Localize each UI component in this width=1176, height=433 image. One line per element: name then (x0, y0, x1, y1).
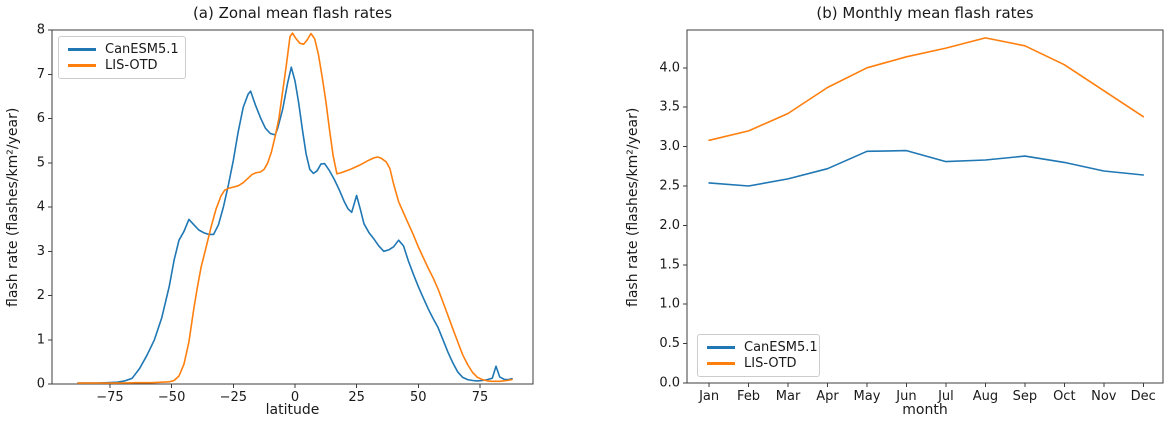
svg-text:Jun: Jun (895, 389, 916, 404)
svg-text:Oct: Oct (1053, 389, 1075, 404)
svg-text:8: 8 (37, 23, 45, 38)
panel-a-title: (a) Zonal mean flash rates (192, 4, 393, 22)
svg-text:Sep: Sep (1013, 389, 1038, 404)
svg-text:1: 1 (37, 332, 45, 347)
svg-text:6: 6 (37, 111, 45, 126)
lisotd-line-swatch (707, 362, 735, 366)
legend-label-canesm: CanESM5.1 (105, 41, 179, 57)
panel-a-plot-area: −75 −50 −25 0 25 50 75 0 1 2 3 4 5 6 7 8 (37, 23, 534, 405)
svg-text:1.5: 1.5 (659, 257, 680, 272)
panel-b-xaxis-label: month (902, 402, 948, 418)
panel-b-title: (b) Monthly mean flash rates (816, 4, 1034, 22)
panel-a-xaxis-label: latitude (265, 402, 320, 418)
svg-text:0: 0 (37, 377, 45, 392)
panel-b-legend: CanESM5.1 LIS-OTD (697, 334, 820, 377)
svg-text:4.0: 4.0 (659, 60, 680, 75)
svg-text:0: 0 (291, 390, 299, 405)
canesm-line-swatch (707, 345, 735, 349)
svg-text:Mar: Mar (776, 389, 801, 404)
legend-entry-canesm: CanESM5.1 (68, 41, 179, 58)
svg-text:0.5: 0.5 (659, 336, 680, 351)
svg-text:2.5: 2.5 (659, 179, 680, 194)
svg-text:3: 3 (37, 244, 45, 259)
svg-text:Feb: Feb (737, 389, 760, 404)
canesm-line-swatch (68, 47, 96, 51)
svg-text:25: 25 (348, 390, 365, 405)
svg-text:Nov: Nov (1091, 389, 1117, 404)
svg-text:50: 50 (410, 390, 427, 405)
svg-text:−50: −50 (158, 390, 185, 405)
svg-text:May: May (854, 389, 881, 404)
legend-label-canesm: CanESM5.1 (744, 339, 818, 355)
svg-text:Apr: Apr (816, 389, 839, 404)
panel-a-yaxis-label: flash rate (flashes/km²/year) (5, 107, 21, 307)
svg-text:Jul: Jul (937, 389, 954, 404)
panel-a-legend: CanESM5.1 LIS-OTD (58, 36, 186, 79)
legend-label-lisotd: LIS-OTD (105, 58, 158, 74)
svg-text:Dec: Dec (1131, 389, 1156, 404)
svg-text:2: 2 (37, 288, 45, 303)
svg-text:2.0: 2.0 (659, 218, 680, 233)
svg-text:7: 7 (37, 67, 45, 82)
legend-entry-lisotd: LIS-OTD (707, 356, 809, 373)
svg-text:4: 4 (37, 200, 45, 215)
legend-entry-lisotd: LIS-OTD (68, 58, 175, 75)
svg-text:−25: −25 (220, 390, 247, 405)
svg-text:3.5: 3.5 (659, 100, 680, 115)
svg-text:1.0: 1.0 (659, 297, 680, 312)
panel-b-yaxis-label: flash rate (flashes/km²/year) (625, 107, 641, 307)
svg-text:75: 75 (472, 390, 489, 405)
legend-label-lisotd: LIS-OTD (744, 356, 797, 372)
svg-text:Jan: Jan (698, 389, 719, 404)
svg-text:5: 5 (37, 155, 45, 170)
svg-text:−75: −75 (96, 390, 123, 405)
lisotd-line-swatch (68, 64, 96, 68)
svg-text:3.0: 3.0 (659, 139, 680, 154)
svg-text:Aug: Aug (973, 389, 998, 404)
panel-b-plot-area: Jan Feb Mar Apr May Jun Jul Aug Sep Oct Nov Dec 0.0 0… (659, 29, 1164, 404)
legend-entry-canesm: CanESM5.1 (707, 339, 818, 356)
svg-text:0.0: 0.0 (659, 376, 680, 391)
